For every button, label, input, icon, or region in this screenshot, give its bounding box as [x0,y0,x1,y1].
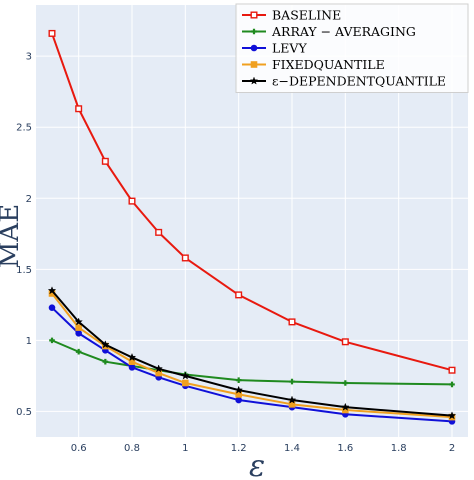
data-point [235,377,242,383]
data-point [289,378,295,385]
data-point [181,371,190,380]
data-point [447,411,457,420]
data-point [155,228,163,236]
data-point [234,385,243,394]
x-tick-label: 1.8 [391,443,407,454]
legend-label: LEVY [272,41,307,56]
data-point [249,76,259,85]
legend-item: ε−DEPENDENTQUANTILE [242,74,446,89]
data-point [128,197,136,205]
tick-labels: 0.6 0.8 1 1.2 1.4 1.6 1.8 2 0.5 1 1.5 2 2.5 3 [16,52,455,454]
y-tick-label: 0.5 [16,407,32,418]
data-point [75,324,82,331]
data-point [341,338,349,346]
y-tick-label: 2 [26,194,32,205]
data-point [182,379,189,387]
legend-label: BASELINE [272,8,341,23]
series-line [51,292,453,419]
x-axis-title: ε [249,449,265,480]
data-point [341,402,350,411]
series-line [51,306,453,423]
data-point [449,381,455,388]
data-point [75,105,83,113]
data-point [251,28,257,35]
series [48,29,456,374]
legend-item: BASELINE [242,8,341,23]
data-point [74,317,83,326]
y-tick-label: 1 [26,336,32,347]
data-point [75,329,82,337]
data-point [48,29,56,37]
data-point [235,396,242,404]
data-point [250,44,258,52]
y-tick-label: 2.5 [16,123,32,134]
y-axis-title: MAE [0,204,25,268]
data-point [47,286,57,295]
data-point [448,366,456,374]
legend-label: FIXEDQUANTILE [272,57,385,72]
data-point [127,352,137,362]
data-point [250,61,258,68]
series-layer [47,29,457,425]
x-tick-label: 0.8 [124,443,140,454]
x-tick-label: 2 [449,443,455,454]
data-point [250,11,258,19]
x-tick-label: 1 [182,443,188,454]
series [47,286,457,420]
data-point [288,318,296,326]
x-tick-label: 1.4 [284,443,300,454]
x-tick-label: 1.6 [337,443,353,454]
data-point [181,254,189,262]
series-line [51,33,453,372]
data-point [287,395,297,404]
data-point [101,340,110,349]
data-point [342,380,349,386]
x-tick-label: 1.2 [231,443,247,454]
data-point [101,157,109,165]
data-point [49,337,55,344]
legend-item: ARRAY − AVERAGING [242,24,416,39]
series-line [51,289,453,417]
legend-item: LEVY [242,41,307,56]
data-point [128,364,136,371]
data-point [154,364,163,373]
y-tick-label: 3 [26,52,32,63]
legend-label: ARRAY − AVERAGING [271,24,416,39]
x-tick-label: 0.6 [71,443,87,454]
legend-item: FIXEDQUANTILE [242,57,385,72]
data-point [102,358,109,365]
y-tick-label: 1.5 [16,265,32,276]
data-point [235,291,243,299]
legend-label: ε−DEPENDENTQUANTILE [272,74,446,89]
data-point [75,348,82,355]
legend-box [235,3,469,93]
data-point [48,304,56,311]
